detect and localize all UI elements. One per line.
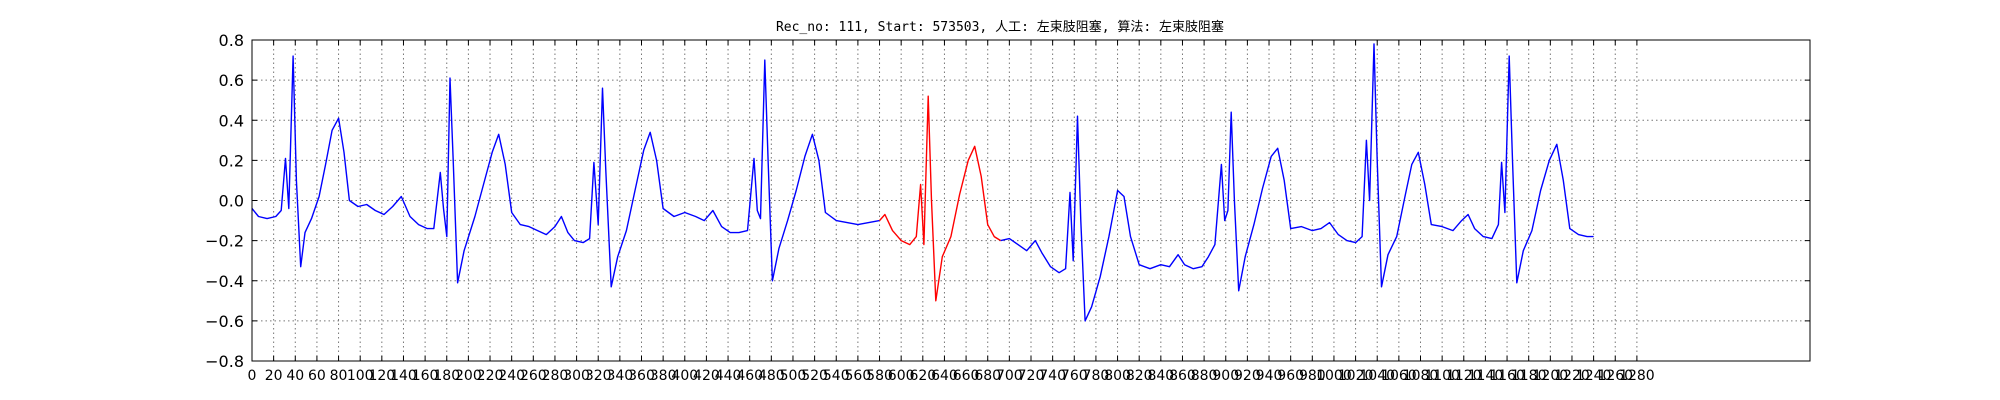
x-tick-label: 840	[1147, 368, 1174, 384]
x-tick-label: 860	[1169, 368, 1196, 384]
x-tick-label: 460	[736, 368, 763, 384]
y-tick-label: −0.4	[205, 272, 244, 291]
grid-layer	[252, 40, 1810, 361]
x-tick-label: 580	[866, 368, 893, 384]
x-tick-label: 1000	[1316, 368, 1352, 384]
x-tick-label: 360	[628, 368, 655, 384]
y-tick-label: −0.8	[205, 352, 244, 371]
x-tick-label: 740	[1039, 368, 1066, 384]
x-tick-label: 1040	[1359, 368, 1395, 384]
x-axis: 0 20 40 60 80 1001201401601802002202402602803…	[248, 40, 1655, 384]
x-tick-label: 920	[1234, 368, 1261, 384]
x-tick-label: 1280	[1619, 368, 1655, 384]
x-tick-label: 1180	[1511, 368, 1547, 384]
x-tick-label: 40	[286, 368, 304, 384]
x-tick-label: 300	[563, 368, 590, 384]
x-tick-label: 60	[308, 368, 326, 384]
x-tick-label: 640	[931, 368, 958, 384]
series-layer	[251, 43, 1594, 322]
x-tick-label: 900	[1212, 368, 1239, 384]
y-tick-label: 0.2	[219, 151, 244, 170]
y-tick-label: −0.6	[205, 312, 244, 331]
ecg-series-line-1	[878, 95, 1002, 302]
x-tick-label: 800	[1104, 368, 1131, 384]
x-tick-label: 80	[330, 368, 348, 384]
x-tick-label: 780	[1083, 368, 1110, 384]
x-tick-label: 1020	[1338, 368, 1374, 384]
y-tick-label: 0.6	[219, 71, 244, 90]
x-tick-label: 1080	[1403, 368, 1439, 384]
y-tick-label: 0.4	[219, 111, 244, 130]
y-tick-label: 0.0	[219, 192, 244, 211]
x-tick-label: 720	[1018, 368, 1045, 384]
x-tick-label: 1140	[1468, 368, 1504, 384]
x-tick-label: 480	[758, 368, 785, 384]
x-tick-label: 260	[520, 368, 547, 384]
x-tick-label: 960	[1277, 368, 1304, 384]
x-tick-label: 220	[477, 368, 504, 384]
x-tick-label: 1120	[1446, 368, 1482, 384]
x-tick-label: 100	[347, 368, 374, 384]
x-tick-label: 1200	[1533, 368, 1569, 384]
x-tick-label: 1240	[1576, 368, 1612, 384]
x-tick-label: 1260	[1597, 368, 1633, 384]
x-tick-label: 700	[996, 368, 1023, 384]
x-tick-label: 180	[433, 368, 460, 384]
y-tick-label: −0.2	[205, 232, 244, 251]
x-tick-label: 1220	[1554, 368, 1590, 384]
ecg-series-line-2	[1000, 43, 1594, 322]
x-tick-label: 500	[780, 368, 807, 384]
chart-title: Rec_no: 111, Start: 573503, 人工: 左束肢阻塞, 算…	[776, 19, 1224, 35]
x-tick-label: 940	[1256, 368, 1283, 384]
x-tick-label: 540	[823, 368, 850, 384]
x-tick-label: 320	[585, 368, 612, 384]
x-tick-label: 0	[248, 368, 257, 384]
x-tick-label: 20	[265, 368, 283, 384]
x-tick-label: 980	[1299, 368, 1326, 384]
x-tick-label: 600	[888, 368, 915, 384]
x-tick-label: 1100	[1424, 368, 1460, 384]
x-tick-label: 420	[693, 368, 720, 384]
x-tick-label: 280	[542, 368, 569, 384]
y-tick-label: 0.8	[219, 31, 244, 50]
x-tick-label: 440	[715, 368, 742, 384]
x-tick-label: 380	[650, 368, 677, 384]
x-tick-label: 240	[498, 368, 525, 384]
x-tick-label: 760	[1061, 368, 1088, 384]
x-tick-label: 140	[390, 368, 417, 384]
x-tick-label: 1060	[1381, 368, 1417, 384]
x-tick-label: 560	[845, 368, 872, 384]
ecg-series-line-0	[251, 55, 880, 288]
x-tick-label: 400	[671, 368, 698, 384]
y-axis: 0.8 0.6 0.4 0.2 0.0 −0.2 −0.4 −0.6 −0.8	[205, 31, 1810, 371]
x-tick-label: 160	[412, 368, 439, 384]
x-tick-label: 680	[974, 368, 1001, 384]
x-tick-label: 200	[455, 368, 482, 384]
x-tick-label: 880	[1191, 368, 1218, 384]
x-tick-label: 120	[368, 368, 395, 384]
x-tick-label: 620	[909, 368, 936, 384]
x-tick-label: 520	[801, 368, 828, 384]
x-tick-label: 660	[953, 368, 980, 384]
x-tick-label: 820	[1126, 368, 1153, 384]
x-tick-label: 1160	[1489, 368, 1525, 384]
x-tick-label: 340	[606, 368, 633, 384]
